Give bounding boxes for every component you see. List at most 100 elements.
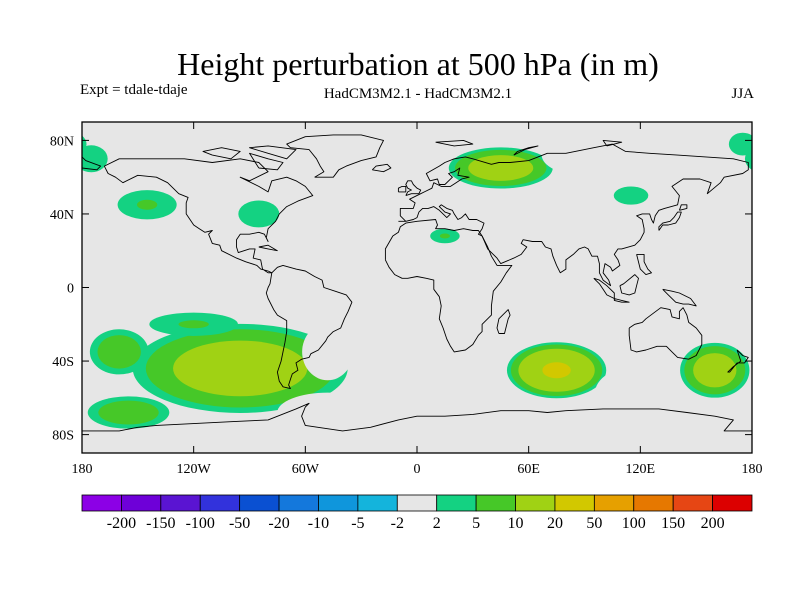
coastline-20 [202, 147, 241, 160]
contour-level [554, 197, 578, 212]
contour-level [399, 414, 454, 437]
anomaly-24 [238, 200, 280, 228]
coastline-9 [371, 163, 392, 173]
coastline-6 [82, 402, 752, 432]
colorbar-box [160, 494, 201, 512]
colorbar-box [121, 494, 162, 512]
contour-level [606, 372, 675, 416]
colorbar-label: 10 [508, 515, 524, 532]
contour-level [310, 332, 345, 372]
colorbar-label: 150 [661, 515, 685, 532]
coastline-23 [636, 253, 652, 276]
x-tick-label: 120W [177, 462, 212, 477]
contour-level [693, 353, 737, 388]
coastline-26 [602, 139, 623, 147]
contour-level [262, 143, 341, 175]
anomaly-19 [251, 139, 352, 179]
x-tick-label: 60W [292, 462, 320, 477]
colorbar: -200 -150 -100 -50 -20 -10 -5 -2 2 5 10 20 50 100 150 2… [81, 494, 753, 532]
contour-level [82, 145, 108, 173]
anomaly-27 [554, 197, 578, 212]
map-title: Height perturbation at 500 hPa (in m) [177, 46, 659, 82]
anomaly-14 [426, 318, 445, 330]
contour-level [562, 144, 607, 166]
y-axis: 80N 40N 0 40S 80S [50, 134, 752, 444]
contour-level [426, 318, 445, 330]
coastline-11 [678, 204, 688, 211]
model-label: HadCM3M2.1 - HadCM3M2.1 [323, 86, 513, 102]
anomaly-18 [541, 134, 628, 176]
contour-level [178, 320, 209, 329]
plot-area [81, 121, 753, 454]
contour-level [137, 199, 158, 210]
colorbar-label: -10 [308, 515, 329, 532]
y-tick-label: 40N [50, 208, 74, 223]
colorbar-box [633, 494, 674, 512]
coastline-2 [286, 134, 384, 178]
coastline-22 [258, 244, 278, 252]
colorbar-box [712, 494, 753, 512]
anomaly-26 [613, 186, 649, 205]
colorbar-label: -100 [186, 515, 215, 532]
anomaly-field [82, 132, 752, 437]
anomaly-9 [467, 401, 572, 431]
anomaly-1 [132, 323, 348, 413]
coastline-12 [496, 309, 511, 334]
coastline-8 [397, 185, 407, 193]
contour-level [312, 406, 343, 419]
contour-level [542, 362, 571, 379]
x-axis: 180 120W 60W 0 60E 120E 180 [72, 122, 763, 477]
anomaly-12 [680, 342, 750, 398]
contour-level [728, 132, 752, 156]
colorbar-label: -20 [268, 515, 289, 532]
contour-level [322, 224, 356, 241]
colorbar-label: 5 [472, 515, 480, 532]
anomaly-6 [366, 324, 412, 354]
anomaly-7 [399, 414, 454, 437]
contour-level [381, 333, 397, 344]
colorbar-label: 2 [433, 515, 441, 532]
coastline-7 [405, 180, 422, 197]
contour-level [98, 400, 159, 425]
colorbar-box [515, 494, 556, 512]
anomaly-10 [594, 365, 687, 424]
anomaly-4 [277, 392, 379, 433]
coastline-21 [249, 145, 297, 160]
coastline-1 [265, 264, 353, 390]
colorbar-label: -5 [351, 515, 364, 532]
anomaly-25 [322, 224, 356, 241]
contour-level [501, 411, 538, 422]
contour-level-wrap [82, 135, 87, 153]
colorbar-label: -200 [107, 515, 136, 532]
colorbar-box [318, 494, 359, 512]
y-tick-label: 80N [50, 134, 74, 149]
contour-level [238, 200, 280, 228]
contour-level [150, 144, 181, 155]
season-label: JJA [731, 86, 754, 102]
coastline-15 [619, 274, 639, 296]
colorbar-box [278, 494, 319, 512]
coastline-3 [398, 143, 749, 287]
colorbar-box [436, 494, 477, 512]
coastline-0 [103, 158, 314, 274]
anomaly-21 [669, 179, 731, 231]
anomaly-22 [117, 190, 177, 220]
anomaly-5 [302, 323, 354, 381]
anomaly-8 [506, 342, 607, 399]
colorbar-label: 200 [701, 515, 725, 532]
anomaly-28 [430, 228, 460, 244]
coastlines [82, 134, 752, 432]
coastline-18 [82, 156, 102, 171]
contour-level [648, 416, 707, 435]
coastline-17 [727, 349, 749, 373]
contour-level [173, 340, 308, 397]
anomaly-11 [597, 331, 647, 354]
anomaly-17 [448, 147, 553, 189]
colorbar-box [396, 494, 438, 512]
coastline-25 [513, 145, 539, 156]
colorbar-box [593, 494, 635, 512]
colorbar-box [672, 494, 713, 512]
x-tick-label: 60E [517, 462, 540, 477]
coastline-5 [628, 307, 703, 360]
